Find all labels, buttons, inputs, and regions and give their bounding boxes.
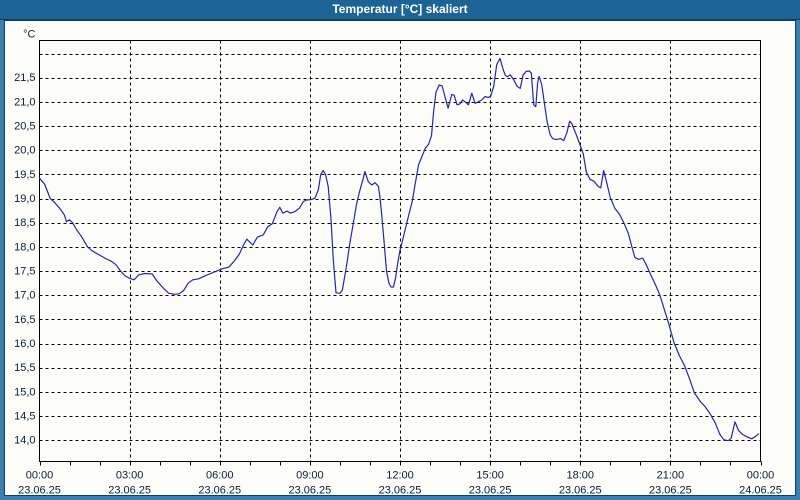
- gridlines: [39, 40, 761, 462]
- window-title-bar: Temperatur [°C] skaliert: [0, 0, 800, 20]
- y-tick-label: 21,0: [14, 96, 35, 108]
- x-tick-date-label: 23.06.25: [559, 485, 602, 496]
- x-tick-date-label: 23.06.25: [108, 485, 151, 496]
- x-tick-time-label: 21:00: [657, 470, 685, 482]
- x-tick-date-label: 23.06.25: [469, 485, 512, 496]
- chart-panel: 21,5 21,0 20,5 20,0 19,5 19,0 18,5 18,0 17,5 17,0…: [4, 20, 796, 496]
- x-tick-time-label: 18:00: [566, 470, 594, 482]
- x-tick-time-label: 00:00: [747, 470, 775, 482]
- y-tick-label: 15,0: [14, 386, 35, 398]
- x-tick-time-label: 00:00: [26, 470, 54, 482]
- temperature-line: [38, 57, 760, 442]
- y-tick-label: 17,0: [14, 290, 35, 302]
- y-tick-label: 18,5: [14, 217, 35, 229]
- plot-border: [39, 40, 761, 462]
- temperature-chart: 21,5 21,0 20,5 20,0 19,5 19,0 18,5 18,0 17,5 17,0…: [14, 29, 782, 496]
- y-axis-unit-label: °C: [23, 29, 35, 41]
- y-tick-label: 16,0: [14, 338, 35, 350]
- window-title: Temperatur [°C] skaliert: [332, 2, 468, 16]
- x-tick-date-label: 23.06.25: [649, 485, 692, 496]
- x-tick-date-label: 23.06.25: [379, 485, 422, 496]
- y-tick-label: 19,0: [14, 193, 35, 205]
- x-tick-time-label: 03:00: [116, 470, 144, 482]
- x-axis-labels: 00:00 23.06.25 03:00 23.06.25 06:00 23.06.25 0…: [18, 470, 782, 496]
- y-tick-label: 21,5: [14, 72, 35, 84]
- x-tick-time-label: 06:00: [206, 470, 234, 482]
- y-tick-label: 14,5: [14, 411, 35, 423]
- y-tick-label: 18,0: [14, 241, 35, 253]
- y-tick-label: 20,0: [14, 145, 35, 157]
- x-tick-time-label: 15:00: [476, 470, 504, 482]
- y-tick-label: 16,5: [14, 314, 35, 326]
- x-tick-time-label: 12:00: [386, 470, 414, 482]
- y-tick-label: 17,5: [14, 266, 35, 278]
- y-axis-labels: 21,5 21,0 20,5 20,0 19,5 19,0 18,5 18,0 17,5 17,0…: [14, 72, 35, 447]
- x-tick-date-label: 23.06.25: [288, 485, 331, 496]
- x-tick-date-label: 23.06.25: [198, 485, 241, 496]
- x-tick-date-label: 23.06.25: [18, 485, 61, 496]
- y-tick-label: 15,5: [14, 362, 35, 374]
- y-tick-label: 14,0: [14, 435, 35, 447]
- x-tick-time-label: 09:00: [296, 470, 324, 482]
- x-tick-date-label: 24.06.25: [739, 485, 782, 496]
- x-minor-ticks: [40, 461, 762, 466]
- y-tick-label: 19,5: [14, 169, 35, 181]
- y-tick-label: 20,5: [14, 121, 35, 133]
